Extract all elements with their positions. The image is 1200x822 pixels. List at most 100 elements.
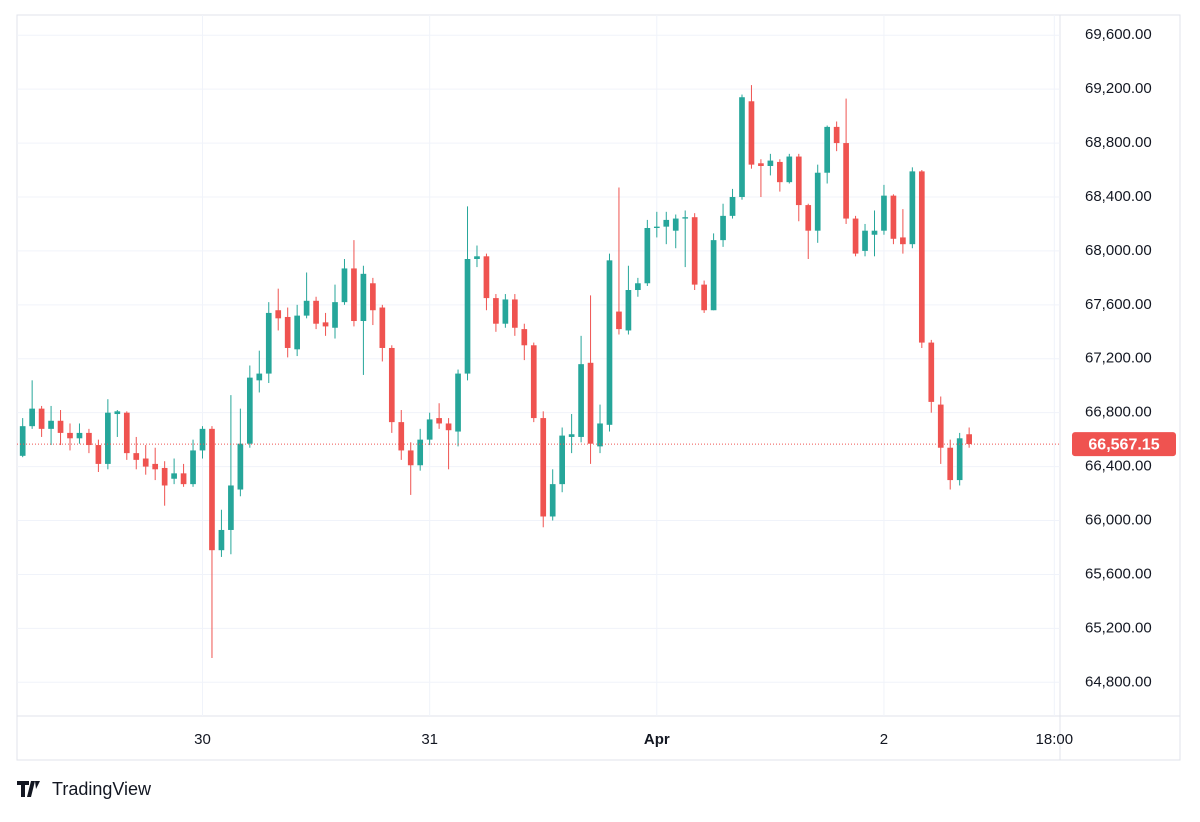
candle-body	[370, 283, 376, 311]
y-tick-label: 66,400.00	[1085, 458, 1152, 475]
candle-body	[578, 364, 584, 437]
y-tick-label: 65,600.00	[1085, 565, 1152, 582]
candle-body	[748, 101, 755, 165]
candle-body	[947, 447, 954, 481]
candle-body	[843, 143, 849, 219]
x-tick-label: 30	[194, 731, 211, 748]
candle-body	[937, 404, 944, 448]
candle-body	[833, 126, 840, 144]
candle-body	[663, 219, 670, 227]
candle-body	[152, 463, 159, 470]
candle-body	[805, 205, 812, 231]
y-tick-label: 65,200.00	[1085, 619, 1152, 636]
candle-body	[672, 218, 679, 231]
candle-body	[209, 428, 215, 551]
candle-body	[710, 240, 717, 311]
candle-body	[29, 408, 35, 427]
brand: TradingView	[52, 779, 152, 799]
frame	[16, 14, 1181, 761]
candle-body	[398, 422, 405, 451]
candle-body	[824, 126, 831, 173]
candle-body	[795, 156, 802, 206]
candle-body	[341, 268, 348, 303]
y-tick-label: 64,800.00	[1085, 673, 1152, 690]
candle-body	[445, 423, 452, 431]
x-tick-label: 2	[880, 731, 888, 748]
candle-body	[777, 161, 783, 183]
candle-body	[625, 290, 632, 331]
candle-body	[417, 439, 424, 466]
candle-body	[635, 283, 641, 291]
last-price-box	[1072, 432, 1176, 457]
candle-body	[653, 226, 660, 228]
candle-body	[379, 307, 386, 348]
grid	[17, 15, 1060, 716]
x-tick-label: 31	[421, 731, 438, 748]
y-tick-label: 68,800.00	[1085, 134, 1152, 151]
candle-body	[540, 418, 547, 517]
candle-body	[199, 428, 206, 451]
candle-body	[38, 408, 45, 429]
candle-body	[597, 423, 603, 447]
candle-body	[956, 438, 963, 481]
candle-body	[95, 445, 102, 464]
candle-body	[133, 453, 140, 460]
candle-body	[616, 311, 622, 330]
y-tick-label: 68,400.00	[1085, 188, 1152, 205]
candle-body	[493, 298, 499, 324]
y-tick-label: 67,200.00	[1085, 350, 1152, 367]
candle-body	[48, 420, 54, 429]
candle-body	[407, 450, 414, 466]
candle-body	[426, 419, 433, 440]
candle-body	[862, 230, 868, 251]
candle-body	[881, 195, 887, 231]
candle-body	[758, 163, 764, 166]
candle-body	[388, 347, 395, 423]
candle-body	[332, 302, 338, 328]
candle-body	[720, 215, 726, 241]
logo	[17, 781, 40, 797]
candle-body	[86, 432, 92, 446]
candle-body	[351, 268, 357, 322]
x-tick-label: Apr	[644, 731, 670, 748]
candle-body	[237, 443, 244, 490]
candle-body	[767, 160, 774, 166]
candle-body	[313, 300, 319, 324]
candle-body	[739, 97, 745, 197]
candle-body	[246, 377, 253, 444]
candle-body	[303, 300, 310, 316]
candle-body	[19, 426, 26, 456]
candle-body	[360, 273, 367, 322]
candle-body	[502, 299, 509, 324]
candle-body	[180, 473, 187, 485]
candle-body	[691, 217, 698, 285]
candle-body	[455, 373, 461, 432]
candle-body	[606, 260, 613, 425]
candle-body	[918, 171, 925, 343]
candle-body	[142, 458, 149, 467]
candle-body	[900, 237, 906, 245]
candle-body	[682, 217, 689, 219]
candle-body	[814, 172, 821, 231]
candle-body	[483, 256, 490, 299]
x-tick-label: 18:00	[1036, 731, 1074, 748]
y-tick-label: 66,000.00	[1085, 511, 1152, 528]
candle-body	[265, 312, 272, 374]
candle-body	[218, 529, 225, 551]
candle-body	[729, 196, 736, 216]
candle-body	[228, 485, 234, 530]
candle-body	[530, 345, 537, 419]
y-tick-label: 68,000.00	[1085, 242, 1152, 259]
candle-body	[559, 435, 566, 485]
candle-body	[587, 362, 594, 444]
candle-body	[966, 434, 972, 445]
candle-body	[284, 316, 291, 348]
candle-body	[511, 299, 518, 328]
candle-body	[294, 315, 300, 350]
candle-body	[909, 171, 916, 245]
candle-body	[890, 195, 897, 239]
candle-body	[114, 411, 121, 415]
y-tick-label: 66,800.00	[1085, 404, 1152, 421]
candle-body	[161, 467, 168, 486]
candle-body	[123, 412, 130, 454]
